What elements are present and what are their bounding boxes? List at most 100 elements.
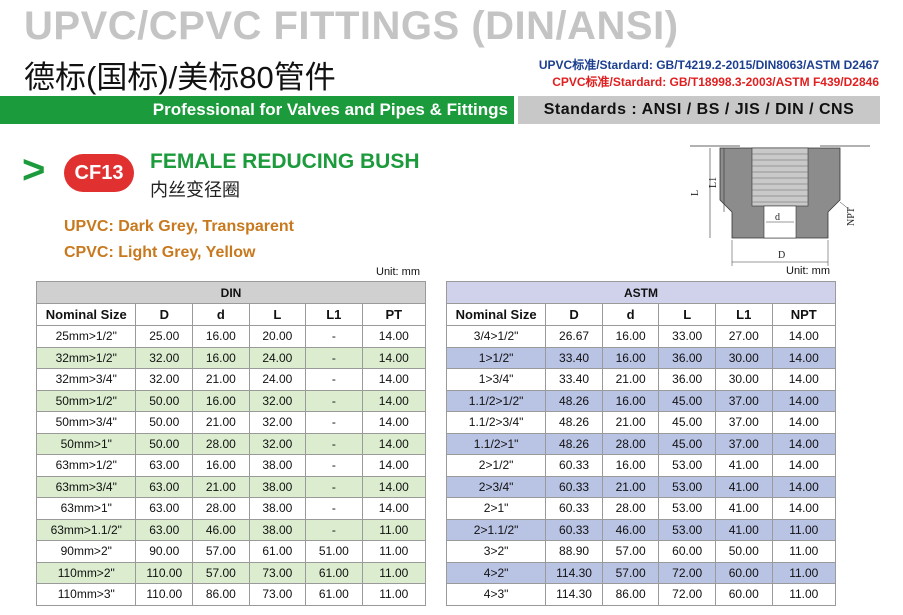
din-table-cell: 50mm>1/2" [35, 389, 137, 412]
diagram-label-l1: L1 [708, 177, 719, 188]
din-table-cell: 38.00 [248, 475, 307, 498]
din-table-row: 32mm>3/4" 32.00 21.00 24.00-14.00 [35, 368, 427, 391]
din-table-cell: - [305, 454, 363, 477]
astm-table-cell: 86.00 [601, 583, 660, 606]
din-table-row: 32mm>1/2" 32.00 16.00 24.00-14.00 [35, 346, 427, 369]
cpvc-colors: CPVC: Light Grey, Yellow [64, 244, 256, 261]
astm-table-cell: 72.00 [658, 583, 716, 606]
astm-table-cell: 26.67 [545, 325, 603, 348]
din-table-cell: 50.00 [135, 389, 194, 412]
din-table-cell: 63mm>1/2" [35, 454, 137, 477]
din-table-cell: 14.00 [361, 432, 427, 455]
astm-table-cell: 60.00 [658, 540, 716, 563]
astm-table-cell: 50.00 [714, 540, 773, 563]
din-table-row: 50mm>1/2" 50.00 16.00 32.00-14.00 [35, 389, 427, 412]
astm-table-cell: 14.00 [771, 475, 837, 498]
astm-table-cell: 14.00 [771, 432, 837, 455]
product-name-chinese: 内丝变径圈 [150, 180, 240, 200]
astm-table-row: 2>1/2" 60.33 16.00 53.00 41.00 14.00 [445, 454, 837, 477]
din-table-cell: 38.00 [248, 518, 307, 541]
diagram-label-d-small: d [775, 212, 780, 223]
din-table-cell: 11.00 [361, 583, 427, 606]
din-table-cell: 20.00 [248, 325, 307, 348]
astm-table-cell: 28.00 [601, 497, 660, 520]
din-table-cell: 63.00 [135, 454, 194, 477]
din-table-cell: 73.00 [248, 583, 307, 606]
astm-table-cell: 37.00 [714, 389, 773, 412]
din-table-cell: 16.00 [192, 325, 250, 348]
din-table-cell: 25.00 [135, 325, 194, 348]
diagram-label-d-large: D [778, 250, 785, 261]
astm-col-d-inner: d [601, 303, 660, 326]
astm-table-row: 3/4>1/2" 26.67 16.00 33.00 27.00 14.00 [445, 325, 837, 348]
astm-table-cell: 60.33 [545, 475, 603, 498]
astm-table-cell: 16.00 [601, 454, 660, 477]
din-table-cell: 32.00 [248, 389, 307, 412]
astm-table-cell: 2>1" [445, 497, 547, 520]
astm-table-row: 1.1/2>1/2" 48.26 16.00 45.00 37.00 14.00 [445, 389, 837, 412]
astm-table-cell: 2>1.1/2" [445, 518, 547, 541]
din-table-cell: - [305, 325, 363, 348]
product-name: FEMALE REDUCING BUSH [150, 150, 420, 173]
astm-table-cell: 33.40 [545, 346, 603, 369]
din-table-cell: 21.00 [192, 368, 250, 391]
astm-table-cell: 53.00 [658, 497, 716, 520]
astm-col-l1: L1 [714, 303, 773, 326]
din-col-d-outer: D [135, 303, 194, 326]
din-table-cell: 63.00 [135, 518, 194, 541]
astm-table-cell: 1.1/2>1" [445, 432, 547, 455]
astm-table-cell: 3/4>1/2" [445, 325, 547, 348]
astm-table-cell: 21.00 [601, 368, 660, 391]
astm-table-cell: 48.26 [545, 432, 603, 455]
product-code-badge: CF13 [64, 154, 134, 192]
page-title-chinese: 德标(国标)/美标80管件 [24, 60, 336, 95]
astm-table-cell: 33.00 [658, 325, 716, 348]
din-table-cell: - [305, 432, 363, 455]
din-table-row: 50mm>3/4" 50.00 21.00 32.00-14.00 [35, 411, 427, 434]
din-table-cell: 63mm>1.1/2" [35, 518, 137, 541]
din-table-cell: 14.00 [361, 411, 427, 434]
din-table-cell: 32.00 [248, 411, 307, 434]
din-table-cell: 57.00 [192, 540, 250, 563]
astm-table-cell: 3>2" [445, 540, 547, 563]
astm-table-cell: 30.00 [714, 346, 773, 369]
din-table-cell: 63mm>3/4" [35, 475, 137, 498]
din-table-cell: 110.00 [135, 561, 194, 584]
astm-table-cell: 37.00 [714, 411, 773, 434]
astm-table-cell: 11.00 [771, 583, 837, 606]
diagram-label-l: L [690, 190, 701, 196]
astm-table-cell: 57.00 [601, 540, 660, 563]
astm-table-cell: 14.00 [771, 325, 837, 348]
astm-table-cell: 14.00 [771, 368, 837, 391]
astm-col-d-outer: D [545, 303, 603, 326]
din-table-row: 63mm>3/4" 63.00 21.00 38.00-14.00 [35, 475, 427, 498]
din-table-cell: 24.00 [248, 368, 307, 391]
din-table-cell: - [305, 368, 363, 391]
din-table-cell: 90.00 [135, 540, 194, 563]
din-table-cell: 11.00 [361, 540, 427, 563]
astm-table-cell: 27.00 [714, 325, 773, 348]
chevron-icon: > [22, 148, 46, 192]
din-table-cell: 14.00 [361, 497, 427, 520]
din-table-cell: 21.00 [192, 411, 250, 434]
din-table-cell: 14.00 [361, 389, 427, 412]
din-table-row: 63mm>1/2" 63.00 16.00 38.00-14.00 [35, 454, 427, 477]
din-table-title: DIN [36, 281, 426, 304]
astm-table-cell: 11.00 [771, 518, 837, 541]
astm-table-cell: 88.90 [545, 540, 603, 563]
astm-table-row: 4>2" 114.30 57.00 72.00 60.00 11.00 [445, 561, 837, 584]
din-table-cell: 14.00 [361, 454, 427, 477]
din-table-cell: - [305, 518, 363, 541]
astm-table-row: 3>2" 88.90 57.00 60.00 50.00 11.00 [445, 540, 837, 563]
din-table-cell: 11.00 [361, 518, 427, 541]
astm-table-row: 2>3/4" 60.33 21.00 53.00 41.00 14.00 [445, 475, 837, 498]
din-table-cell: 14.00 [361, 346, 427, 369]
astm-table-cell: 60.00 [714, 561, 773, 584]
din-table-cell: 16.00 [192, 454, 250, 477]
astm-table-cell: 57.00 [601, 561, 660, 584]
astm-table-cell: 1>1/2" [445, 346, 547, 369]
standards-banner: Standards : ANSI / BS / JIS / DIN / CNS [518, 96, 880, 124]
din-table-cell: - [305, 475, 363, 498]
astm-table-cell: 41.00 [714, 475, 773, 498]
astm-table-cell: 16.00 [601, 389, 660, 412]
